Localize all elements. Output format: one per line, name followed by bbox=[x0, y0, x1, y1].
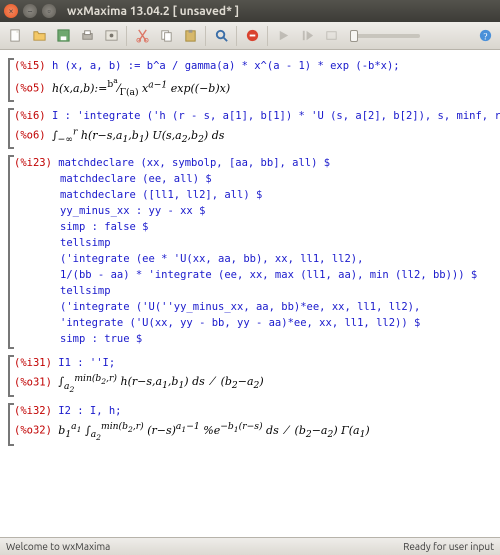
save-icon[interactable] bbox=[52, 25, 74, 47]
minimize-icon[interactable]: − bbox=[23, 4, 37, 18]
input-line[interactable]: simp : true $ bbox=[60, 332, 494, 348]
input-line[interactable]: matchdeclare (ee, all) $ bbox=[60, 172, 494, 188]
output-line: (%o5) h(x,a,b):=ba⁄Γ(a) xa−1 exp((−b)x) bbox=[14, 75, 494, 101]
new-icon[interactable] bbox=[4, 25, 26, 47]
worksheet[interactable]: (%i5) h (x, a, b) := b^a / gamma(a) * x^… bbox=[0, 50, 500, 537]
input-line[interactable]: (%i6) I : 'integrate ('h (r - s, a[1], b… bbox=[14, 109, 494, 125]
input-line[interactable]: (%i5) h (x, a, b) := b^a / gamma(a) * x^… bbox=[14, 59, 494, 75]
window-title: wxMaxima 13.04.2 [ unsaved* ] bbox=[67, 5, 239, 18]
cell-group[interactable]: (%i23) matchdeclare (xx, symbolp, [aa, b… bbox=[8, 155, 494, 349]
config-icon[interactable] bbox=[100, 25, 122, 47]
titlebar: × − ▫ wxMaxima 13.04.2 [ unsaved* ] bbox=[0, 0, 500, 22]
open-icon[interactable] bbox=[28, 25, 50, 47]
input-line[interactable]: 'integrate ('U(xx, yy - bb, yy - aa)*ee,… bbox=[60, 316, 494, 332]
maximize-icon[interactable]: ▫ bbox=[42, 4, 56, 18]
input-line[interactable]: simp : false $ bbox=[60, 220, 494, 236]
copy-icon[interactable] bbox=[155, 25, 177, 47]
input-line[interactable]: (%i23) matchdeclare (xx, symbolp, [aa, b… bbox=[14, 156, 494, 172]
print-icon[interactable] bbox=[76, 25, 98, 47]
input-line[interactable]: 1/(bb - aa) * 'integrate (ee, xx, max (l… bbox=[60, 268, 494, 284]
toolbar: ? bbox=[0, 22, 500, 50]
input-line[interactable]: (%i32) I2 : I, h; bbox=[14, 404, 494, 420]
stop-icon[interactable] bbox=[241, 25, 263, 47]
close-icon[interactable]: × bbox=[4, 4, 18, 18]
statusbar: Welcome to wxMaxima Ready for user input bbox=[0, 537, 500, 555]
input-line[interactable]: ('integrate (ee * 'U(xx, aa, bb), xx, ll… bbox=[60, 252, 494, 268]
input-line[interactable]: (%i31) I1 : ''I; bbox=[14, 356, 494, 372]
cut-icon[interactable] bbox=[131, 25, 153, 47]
output-line: (%o6) ∫−∞r h(r−s,a1,b1) U(s,a2,b2) ds bbox=[14, 125, 494, 148]
output-line: (%o32) b1a1 ∫a2min(b2,r) (r−s)a1−1 %e−b1… bbox=[14, 420, 494, 445]
zoom-slider[interactable] bbox=[344, 34, 472, 38]
input-line[interactable]: matchdeclare ([ll1, ll2], all) $ bbox=[60, 188, 494, 204]
input-line[interactable]: yy_minus_xx : yy - xx $ bbox=[60, 204, 494, 220]
output-line: (%o31) ∫a2min(b2,r) h(r−s,a1,b1) ds ⁄ (b… bbox=[14, 372, 494, 397]
cell-group[interactable]: (%i31) I1 : ''I;(%o31) ∫a2min(b2,r) h(r−… bbox=[8, 355, 494, 398]
play-start-icon[interactable] bbox=[296, 25, 318, 47]
status-left: Welcome to wxMaxima bbox=[6, 541, 110, 552]
input-line[interactable]: tellsimp bbox=[60, 236, 494, 252]
help-icon[interactable]: ? bbox=[474, 25, 496, 47]
svg-text:?: ? bbox=[483, 32, 487, 42]
paste-icon[interactable] bbox=[179, 25, 201, 47]
status-right: Ready for user input bbox=[403, 541, 494, 552]
cell-group[interactable]: (%i32) I2 : I, h;(%o32) b1a1 ∫a2min(b2,r… bbox=[8, 403, 494, 446]
cell-group[interactable]: (%i6) I : 'integrate ('h (r - s, a[1], b… bbox=[8, 108, 494, 149]
play-icon[interactable] bbox=[272, 25, 294, 47]
input-line[interactable]: ('integrate ('U(''yy_minus_xx, aa, bb)*e… bbox=[60, 300, 494, 316]
cell-group[interactable]: (%i5) h (x, a, b) := b^a / gamma(a) * x^… bbox=[8, 58, 494, 102]
anim-icon[interactable] bbox=[320, 25, 342, 47]
input-line[interactable]: tellsimp bbox=[60, 284, 494, 300]
find-icon[interactable] bbox=[210, 25, 232, 47]
